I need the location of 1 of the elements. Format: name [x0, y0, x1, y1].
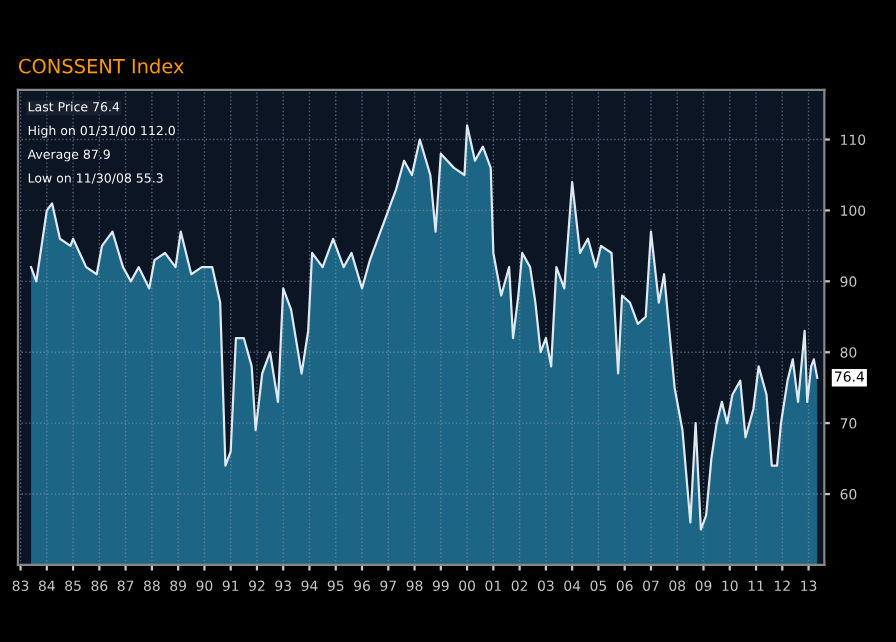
chart-title: CONSSENT Index: [19, 58, 184, 74]
